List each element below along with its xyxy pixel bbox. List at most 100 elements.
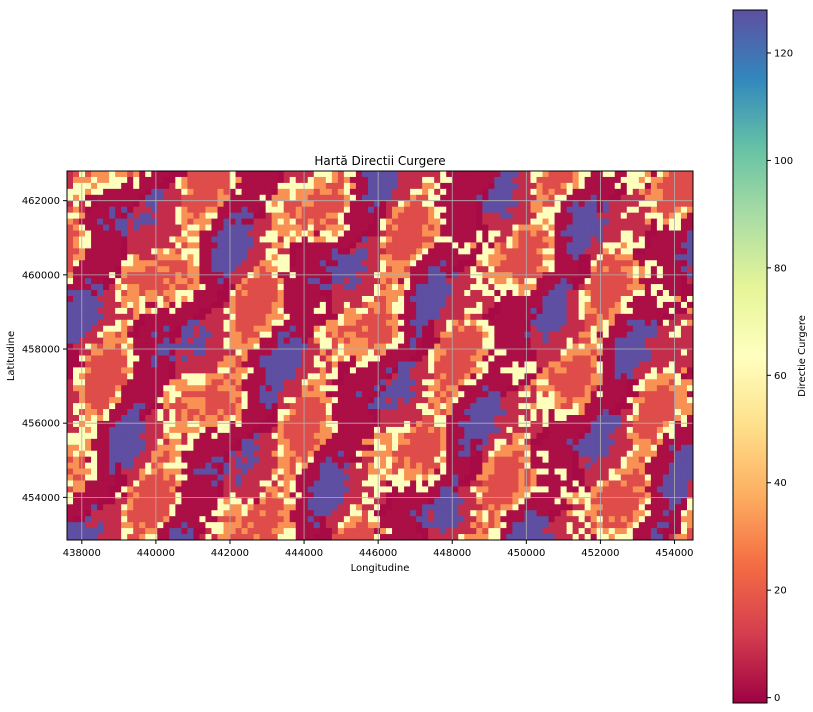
raster-cell <box>380 260 387 267</box>
raster-cell <box>343 438 351 446</box>
raster-cell <box>392 438 399 446</box>
raster-cell <box>307 331 315 339</box>
raster-cell <box>440 212 447 220</box>
raster-cell <box>500 188 507 196</box>
raster-cell <box>355 218 363 225</box>
raster-cell <box>127 426 134 434</box>
raster-cell <box>440 301 447 309</box>
raster-cell <box>307 307 315 315</box>
raster-cell <box>428 212 435 220</box>
raster-cell <box>295 313 303 321</box>
raster-cell <box>518 212 525 220</box>
raster-cell <box>662 206 670 214</box>
raster-cell <box>440 260 447 267</box>
raster-cell <box>193 325 200 333</box>
raster-cell <box>488 284 495 291</box>
raster-cell <box>398 373 405 380</box>
raster-cell <box>638 200 646 208</box>
raster-cell <box>199 200 206 208</box>
raster-cell <box>361 331 369 339</box>
raster-cell <box>91 248 98 255</box>
raster-cell <box>452 420 459 428</box>
raster-cell <box>121 272 128 279</box>
raster-cell <box>644 200 652 208</box>
raster-cell <box>392 194 399 202</box>
raster-cell <box>355 367 363 374</box>
raster-cell <box>608 224 616 231</box>
raster-cell <box>596 450 604 458</box>
raster-cell <box>632 301 640 309</box>
raster-cell <box>103 426 110 434</box>
raster-cell <box>530 218 537 225</box>
raster-cell <box>398 272 405 279</box>
raster-cell <box>560 426 567 434</box>
raster-cell <box>151 385 158 392</box>
raster-cell <box>482 450 489 458</box>
raster-cell <box>680 171 688 178</box>
raster-cell <box>349 266 357 273</box>
raster-cell <box>85 331 92 339</box>
raster-cell <box>680 236 688 243</box>
raster-cell <box>325 397 333 404</box>
raster-cell <box>470 391 477 398</box>
raster-cell <box>313 278 321 285</box>
raster-cell <box>199 444 206 452</box>
raster-cell <box>271 325 279 333</box>
raster-cell <box>157 284 164 291</box>
raster-cell <box>380 432 387 440</box>
raster-cell <box>482 284 489 291</box>
raster-cell <box>355 409 363 416</box>
raster-cell <box>367 188 375 196</box>
raster-cell <box>373 254 381 261</box>
raster-cell <box>482 349 489 356</box>
raster-cell <box>584 278 592 285</box>
raster-cell <box>656 444 664 452</box>
raster-cell <box>319 218 327 225</box>
raster-cell <box>325 248 333 255</box>
raster-cell <box>361 194 369 202</box>
raster-cell <box>79 272 86 279</box>
raster-cell <box>632 355 640 362</box>
raster-cell <box>295 409 303 416</box>
raster-cell <box>440 331 447 339</box>
raster-cell <box>265 260 273 267</box>
raster-cell <box>103 182 110 190</box>
raster-cell <box>325 337 333 344</box>
raster-cell <box>259 355 267 362</box>
raster-cell <box>373 432 381 440</box>
raster-cell <box>590 248 598 255</box>
raster-cell <box>259 420 267 428</box>
raster-cell <box>205 278 212 285</box>
raster-cell <box>367 355 375 362</box>
raster-cell <box>355 254 363 261</box>
raster-cell <box>361 284 369 291</box>
raster-cell <box>518 325 525 333</box>
raster-cell <box>386 438 393 446</box>
raster-cell <box>163 450 170 458</box>
raster-cell <box>109 236 116 243</box>
raster-cell <box>536 355 543 362</box>
raster-cell <box>361 266 369 273</box>
raster-cell <box>235 361 242 368</box>
raster-cell <box>536 236 543 243</box>
raster-cell <box>79 188 86 196</box>
raster-cell <box>686 266 693 273</box>
raster-cell <box>337 415 345 422</box>
raster-cell <box>506 349 513 356</box>
raster-cell <box>392 307 399 315</box>
raster-cell <box>127 188 134 196</box>
raster-cell <box>398 397 405 404</box>
raster-cell <box>446 176 453 184</box>
raster-cell <box>506 397 513 404</box>
raster-cell <box>602 236 610 243</box>
raster-cell <box>650 385 658 392</box>
raster-cell <box>115 206 122 214</box>
raster-cell <box>121 319 128 327</box>
raster-cell <box>632 236 640 243</box>
raster-cell <box>428 230 435 237</box>
raster-cell <box>337 188 345 196</box>
raster-cell <box>614 325 622 333</box>
raster-cell <box>85 224 92 231</box>
raster-cell <box>253 290 261 297</box>
raster-cell <box>626 307 634 315</box>
